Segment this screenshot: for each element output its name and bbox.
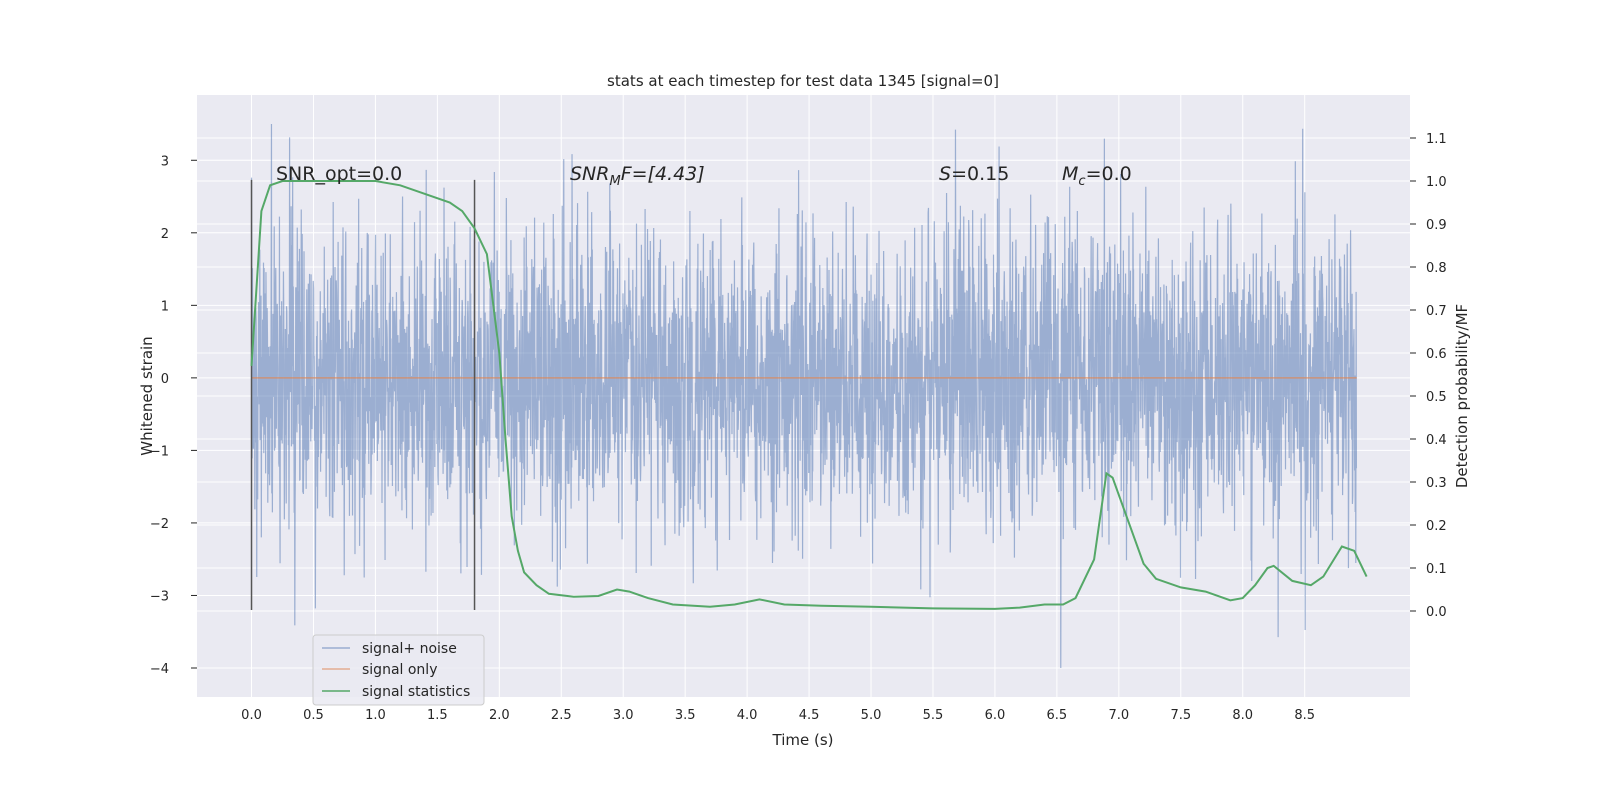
annotation-s: S=0.15	[939, 163, 1009, 185]
x-tick-label: 8.5	[1294, 708, 1315, 723]
x-tick-label: 2.5	[551, 708, 572, 723]
y-axis-label: Whitened strain	[138, 336, 156, 455]
x-tick-label: 1.5	[427, 708, 448, 723]
x-tick-label: 3.0	[613, 708, 634, 723]
x-tick-label: 3.5	[675, 708, 696, 723]
y-right-tick-label: 0.0	[1426, 605, 1447, 620]
y-right-tick-label: 0.1	[1426, 562, 1447, 577]
chart-title: stats at each timestep for test data 134…	[607, 72, 999, 90]
y-right-tick-label: 1.0	[1426, 175, 1447, 190]
y-right-tick-label: 0.8	[1426, 261, 1447, 276]
x-tick-label: 4.5	[799, 708, 820, 723]
y-tick-label: 2	[161, 227, 169, 242]
snr-mf-rest: F=[4.43]	[621, 163, 705, 185]
mc-sub: c	[1078, 174, 1085, 189]
legend-box	[312, 634, 485, 706]
noise-line	[250, 124, 1358, 668]
y-right-tick-label: 0.3	[1426, 476, 1447, 491]
annotation-snr-mf: SNRMF=[4.43]	[570, 163, 705, 189]
series-signal-statistics	[250, 180, 1368, 610]
x-axis-label: Time (s)	[772, 731, 834, 749]
x-tick-label: 5.5	[923, 708, 944, 723]
annotation-mc: Mc=0.0	[1062, 163, 1132, 189]
y-right-tick-label: 0.2	[1426, 519, 1447, 534]
legend-label-signal: signal only	[362, 662, 437, 678]
x-tick-label: 6.0	[985, 708, 1006, 723]
x-tick-label: 7.0	[1108, 708, 1129, 723]
y-tick-label: 1	[161, 299, 169, 314]
y-right-tick-label: 1.1	[1426, 132, 1447, 147]
y-tick-label: 3	[161, 154, 169, 169]
snr-mf-main: SNR	[570, 163, 609, 185]
x-tick-label: 7.5	[1170, 708, 1191, 723]
legend-label-stats: signal statistics	[362, 684, 470, 700]
x-tick-label: 1.0	[365, 708, 386, 723]
legend: signal+ noise signal only signal statist…	[312, 634, 485, 706]
y-axis-right-label: Detection probability/MF	[1453, 304, 1471, 488]
y-tick-label: −2	[150, 517, 169, 532]
x-tick-label: 0.0	[241, 708, 262, 723]
x-tick-label: 8.0	[1232, 708, 1253, 723]
s-rest: =0.15	[951, 163, 1009, 185]
y-right-tick-label: 0.4	[1426, 433, 1447, 448]
tick-labels: 0.0 0.5 1.0 1.5 2.0 2.5 3.0 3.5 4.0 4.5 5.0 5.5 6.0 6…	[150, 132, 1447, 723]
x-tick-label: 5.0	[861, 708, 882, 723]
y-right-tick-label: 0.7	[1426, 304, 1447, 319]
y-tick-label: 0	[161, 372, 169, 387]
vertical-markers	[250, 179, 476, 610]
y-tick-label: −3	[150, 589, 169, 604]
legend-label-noise: signal+ noise	[362, 641, 457, 657]
x-tick-label: 6.5	[1047, 708, 1068, 723]
x-tick-label: 4.0	[737, 708, 758, 723]
s-var: S	[939, 163, 951, 185]
y-right-tick-label: 0.6	[1426, 347, 1447, 362]
x-tick-label: 0.5	[303, 708, 324, 723]
mc-var: M	[1062, 163, 1078, 185]
annotation-snr-opt: SNR_opt=0.0	[276, 163, 402, 185]
series-signal-noise	[250, 124, 1358, 668]
y-right-tick-label: 0.5	[1426, 390, 1447, 405]
x-tick-label: 2.0	[489, 708, 510, 723]
y-tick-label: −1	[150, 444, 169, 459]
y-tick-label: −4	[150, 662, 169, 677]
snr-mf-sub: M	[609, 174, 620, 189]
stats-line	[250, 180, 1368, 610]
y-right-tick-label: 0.9	[1426, 218, 1447, 233]
mc-rest: =0.0	[1086, 163, 1132, 185]
